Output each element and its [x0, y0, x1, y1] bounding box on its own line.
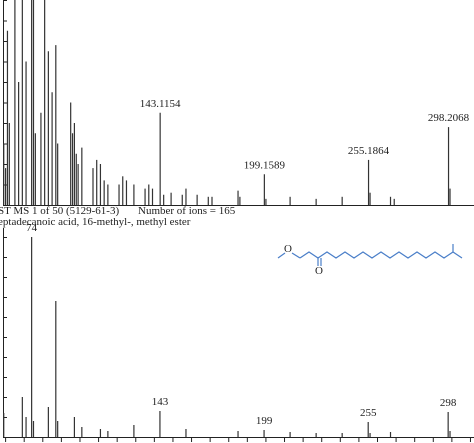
peak-label: 143.1154 — [140, 98, 181, 110]
peak-label: 255 — [360, 407, 377, 419]
atom-label: O — [284, 243, 292, 255]
peak-label: 298 — [440, 397, 457, 409]
ion-count: Number of ions = 165 — [138, 205, 236, 217]
peak-label: 199 — [256, 415, 273, 427]
peak-label: 143 — [152, 396, 169, 408]
structure — [277, 244, 463, 266]
ester-bond — [291, 252, 301, 259]
peak-label: 74 — [26, 222, 38, 234]
library-header: ST MS 1 of 50 (5129-61-3) — [0, 205, 119, 217]
peak-label: 255.1864 — [348, 145, 390, 157]
compound-name: eptadecanoic acid, 16-methyl-, methyl es… — [0, 216, 191, 228]
peak-label: 298.2068 — [428, 112, 470, 124]
atom-label: O — [315, 265, 323, 277]
peak-label: 199.1589 — [244, 159, 286, 171]
carbon-chain — [299, 251, 463, 259]
methoxy-bond — [277, 252, 286, 259]
